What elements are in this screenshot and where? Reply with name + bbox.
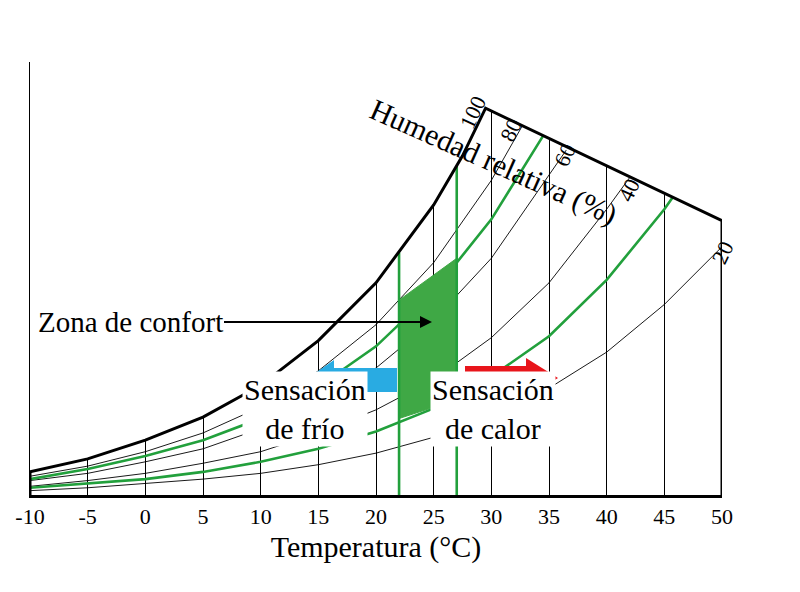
svg-text:20: 20 (365, 504, 387, 529)
svg-text:Humedad relativa (%): Humedad relativa (%) (365, 92, 622, 231)
svg-text:35: 35 (538, 504, 560, 529)
svg-text:20: 20 (707, 237, 739, 268)
svg-text:Sensaciónde frío: Sensaciónde frío (244, 373, 366, 445)
svg-text:15: 15 (307, 504, 329, 529)
svg-text:30: 30 (480, 504, 502, 529)
svg-text:40: 40 (596, 504, 618, 529)
svg-text:80: 80 (495, 115, 527, 146)
svg-text:Temperatura (°C): Temperatura (°C) (271, 530, 482, 564)
svg-text:5: 5 (198, 504, 209, 529)
svg-text:40: 40 (613, 175, 645, 206)
svg-text:100: 100 (455, 92, 492, 132)
svg-text:Zona de confort: Zona de confort (38, 306, 223, 338)
svg-text:-5: -5 (79, 504, 97, 529)
svg-text:-10: -10 (15, 504, 44, 529)
svg-text:50: 50 (711, 504, 733, 529)
svg-text:25: 25 (423, 504, 445, 529)
svg-text:10: 10 (250, 504, 272, 529)
svg-text:45: 45 (653, 504, 675, 529)
svg-text:0: 0 (140, 504, 151, 529)
svg-text:60: 60 (549, 140, 581, 171)
svg-text:Sensaciónde calor: Sensaciónde calor (432, 373, 554, 445)
